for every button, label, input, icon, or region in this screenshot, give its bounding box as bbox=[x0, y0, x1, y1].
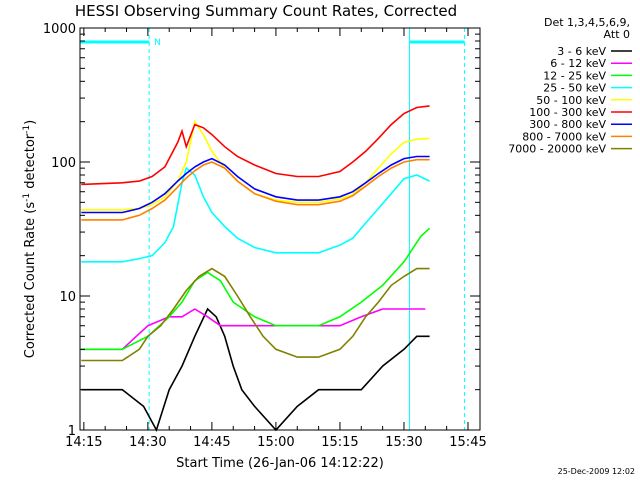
legend-header-2: Att 0 bbox=[604, 28, 630, 41]
x-tick-label: 14:45 bbox=[193, 435, 230, 450]
series-line-7 bbox=[81, 158, 430, 221]
y-tick-label: 10 bbox=[59, 290, 76, 305]
legend-label-8: 7000 - 20000 keV bbox=[508, 143, 606, 156]
y-axis-label-part-2: detector bbox=[23, 133, 38, 193]
y-axis-label-sup-2: -1 bbox=[22, 125, 32, 134]
y-tick-label: 1 bbox=[68, 424, 76, 439]
legend-label-5: 100 - 300 keV bbox=[529, 106, 606, 119]
chart-title: HESSI Observing Summary Count Rates, Cor… bbox=[75, 2, 457, 20]
night-marker-label: N bbox=[154, 38, 161, 48]
legend-label-4: 50 - 100 keV bbox=[536, 94, 606, 107]
x-tick-label: 15:00 bbox=[257, 435, 294, 450]
legend-label-6: 300 - 800 keV bbox=[529, 118, 606, 131]
x-tick-label: 14:30 bbox=[129, 435, 166, 450]
footer-date: 25-Dec-2009 12:02 bbox=[558, 467, 635, 476]
series-line-3 bbox=[81, 166, 430, 263]
series-line-6 bbox=[81, 155, 430, 214]
legend-header-1: Det 1,3,4,5,6,9, bbox=[544, 16, 630, 29]
legend-label-3: 25 - 50 keV bbox=[543, 82, 606, 95]
series-line-0 bbox=[81, 307, 430, 433]
y-axis-label-sup-1: -1 bbox=[22, 193, 32, 202]
y-tick-label: 100 bbox=[51, 156, 76, 171]
y-tick-label: 1000 bbox=[43, 22, 76, 37]
x-axis-label: Start Time (26-Jan-06 14:12:22) bbox=[176, 456, 384, 471]
x-tick-label: 15:15 bbox=[321, 435, 358, 450]
legend-label-0: 3 - 6 keV bbox=[557, 45, 606, 58]
series-line-5 bbox=[81, 105, 430, 186]
series-line-8 bbox=[81, 267, 430, 362]
x-tick-label: 14:15 bbox=[65, 435, 102, 450]
plot-area: N bbox=[80, 28, 466, 433]
legend-label-2: 12 - 25 keV bbox=[543, 69, 606, 82]
plot-frame bbox=[79, 27, 481, 431]
legend-label-7: 800 - 7000 keV bbox=[522, 130, 606, 143]
y-axis-label-part-3: ) bbox=[23, 120, 38, 125]
y-axis-label-part-1: Corrected Count Rate (s bbox=[23, 202, 38, 359]
axes-group: 1 10 100 1000 14:15 14:30 14:45 15:00 15:15 15:30… bbox=[43, 22, 487, 450]
legend-label-1: 6 - 12 keV bbox=[550, 57, 606, 70]
x-tick-label: 15:30 bbox=[385, 435, 422, 450]
series-line-2 bbox=[81, 227, 431, 351]
x-tick-label: 15:45 bbox=[449, 435, 486, 450]
y-axis-label: Corrected Count Rate (s-1 detector-1) bbox=[22, 120, 38, 358]
